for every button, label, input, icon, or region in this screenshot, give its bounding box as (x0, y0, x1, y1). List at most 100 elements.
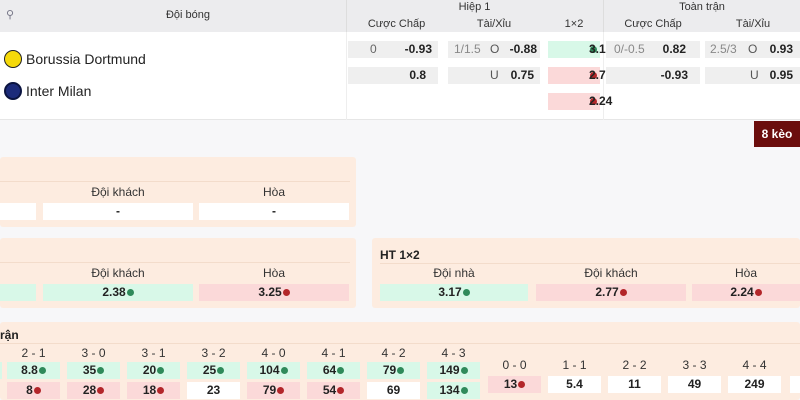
ft-over[interactable]: 2.5/3 O 0.93 (705, 41, 800, 58)
team-home[interactable]: Borussia Dortmund (4, 50, 146, 68)
odds-home[interactable] (0, 284, 36, 301)
score-label: 4 - 1 (321, 346, 346, 360)
match-row: Borussia Dortmund Inter Milan 0 -0.93 0.8… (0, 32, 800, 120)
arrow-up-icon (217, 367, 225, 374)
arrow-up-icon (337, 367, 345, 374)
draw-score-label: 4 - 4 (742, 358, 767, 372)
draw-score-odds[interactable]: 49 (668, 376, 721, 393)
score-label: 3 - 2 (201, 346, 226, 360)
label-home: Đội nhà (433, 266, 475, 280)
score-odds[interactable]: 28 (67, 382, 120, 399)
pin-icon[interactable]: ⚲ (6, 9, 15, 21)
score-odds[interactable]: 64 (307, 362, 360, 379)
draw-score-label: 0 - 0 (502, 358, 527, 372)
label-draw: Hòa (262, 266, 285, 280)
panel-correct-score: rận 2 - 1 8.8 8 3 - 0 35 28 3 - 1 20 18 3 - 2 25 23… (0, 322, 800, 400)
arrow-down-icon (518, 381, 526, 388)
label-away: Đội khách (584, 266, 638, 280)
score-odds[interactable]: 134 (427, 382, 480, 399)
arrow-up-icon (460, 367, 468, 374)
score-odds[interactable]: 23 (187, 382, 240, 399)
score-odds[interactable]: 8 (7, 382, 60, 399)
score-odds[interactable]: 79 (367, 362, 420, 379)
panel-ht-1x2: HT 1×2 Đội nhà Đội khách Hòa 3.17 2.77 2… (372, 238, 800, 308)
score-odds[interactable]: 104 (247, 362, 300, 379)
score-label: 4 - 3 (441, 346, 466, 360)
score-odds[interactable]: 149 (427, 362, 480, 379)
arrow-up-icon (397, 367, 405, 374)
score-odds[interactable]: 79 (247, 382, 300, 399)
arrow-up-icon (97, 367, 105, 374)
arrow-down-icon (590, 72, 597, 79)
h1-handicap-away[interactable]: 0.8 (348, 67, 438, 84)
arrow-down-icon (277, 387, 285, 394)
bvb-logo-icon (4, 50, 22, 68)
arrow-up-icon (38, 367, 46, 374)
score-label: 3 - 0 (81, 346, 106, 360)
ht-odds-home[interactable]: 3.17 (380, 284, 528, 301)
arrow-down-icon (337, 387, 345, 394)
score-odds[interactable]: 35 (67, 362, 120, 379)
ft-handicap-home[interactable]: 0/-0.5 0.82 (606, 41, 700, 58)
score-label: 2 - 1 (21, 346, 46, 360)
ft-under[interactable]: U 0.95 (705, 67, 800, 84)
odds-draw[interactable]: 3.25 (199, 284, 349, 301)
arrow-down-icon (97, 387, 105, 394)
score-odds[interactable]: 8.8 (7, 362, 60, 379)
full-header: Toàn trận (679, 1, 725, 13)
h1-1x2-header: 1×2 (564, 18, 584, 30)
h1-handicap-header: Cược Chấp (367, 18, 426, 30)
ft-handicap-away[interactable]: -0.93 (606, 67, 700, 84)
draw-score-odds[interactable] (790, 376, 800, 393)
team-away[interactable]: Inter Milan (4, 82, 91, 100)
arrow-up-icon (126, 289, 134, 296)
draw-score-odds[interactable]: 11 (608, 376, 661, 393)
inter-logo-icon (4, 82, 22, 100)
arrow-down-icon (282, 289, 290, 296)
odds-home[interactable] (0, 203, 36, 220)
score-odds[interactable]: 69 (367, 382, 420, 399)
ht-title: HT 1×2 (380, 248, 420, 262)
h1-1x2-away[interactable]: 2.77 (548, 67, 612, 84)
label-draw: Hòa (734, 266, 757, 280)
draw-score-label: 1 - 1 (562, 358, 587, 372)
ft-handicap-header: Cược Chấp (624, 18, 682, 30)
draw-score-odds[interactable]: 249 (728, 376, 781, 393)
ft-ou-header: Tài/Xỉu (735, 18, 771, 30)
arrow-down-icon (157, 387, 165, 394)
arrow-down-icon (619, 289, 627, 296)
arrow-up-icon (590, 46, 597, 53)
score-label: 3 - 1 (141, 346, 166, 360)
odds-away[interactable]: 2.38 (43, 284, 193, 301)
h1-over[interactable]: 1/1.5 O -0.88 (448, 41, 540, 58)
score-odds[interactable]: 25 (187, 362, 240, 379)
arrow-down-icon (590, 98, 597, 105)
h1-1x2-draw[interactable]: 2.24 (548, 93, 612, 110)
h1-handicap-home[interactable]: 0 -0.93 (348, 41, 438, 58)
odds-away[interactable]: - (43, 203, 193, 220)
odds-table-header: ⚲ Đội bóng Hiệp 1 Toàn trận Cược Chấp Tà… (0, 0, 800, 32)
arrow-up-icon (460, 387, 468, 394)
arrow-down-icon (754, 289, 762, 296)
arrow-up-icon (280, 367, 288, 374)
score-odds[interactable]: 54 (307, 382, 360, 399)
draw-score-odds[interactable]: 5.4 (548, 376, 601, 393)
score-odds[interactable]: 18 (127, 382, 180, 399)
half1-header: Hiệp 1 (458, 1, 491, 13)
score-label: 4 - 0 (261, 346, 286, 360)
ht-odds-draw[interactable]: 2.24 (692, 284, 800, 301)
h1-ou-header: Tài/Xỉu (476, 18, 512, 30)
label-away: Đội khách (91, 266, 145, 280)
h1-under[interactable]: U 0.75 (448, 67, 540, 84)
draw-score-label: 3 - 3 (682, 358, 707, 372)
odds-draw[interactable]: - (199, 203, 349, 220)
more-odds-button[interactable]: 8 kèo (754, 121, 800, 147)
panel-1x2: Đội khách Hòa 2.38 3.25 (0, 238, 356, 308)
panel-1x2-partial: Đội khách Hòa - - (0, 157, 356, 227)
score-odds[interactable]: 20 (127, 362, 180, 379)
draw-score-odds[interactable]: 13 (488, 376, 541, 393)
h1-1x2-home[interactable]: 3.17 (548, 41, 612, 58)
label-away: Đội khách (91, 185, 145, 199)
arrow-up-icon (462, 289, 470, 296)
ht-odds-away[interactable]: 2.77 (536, 284, 686, 301)
